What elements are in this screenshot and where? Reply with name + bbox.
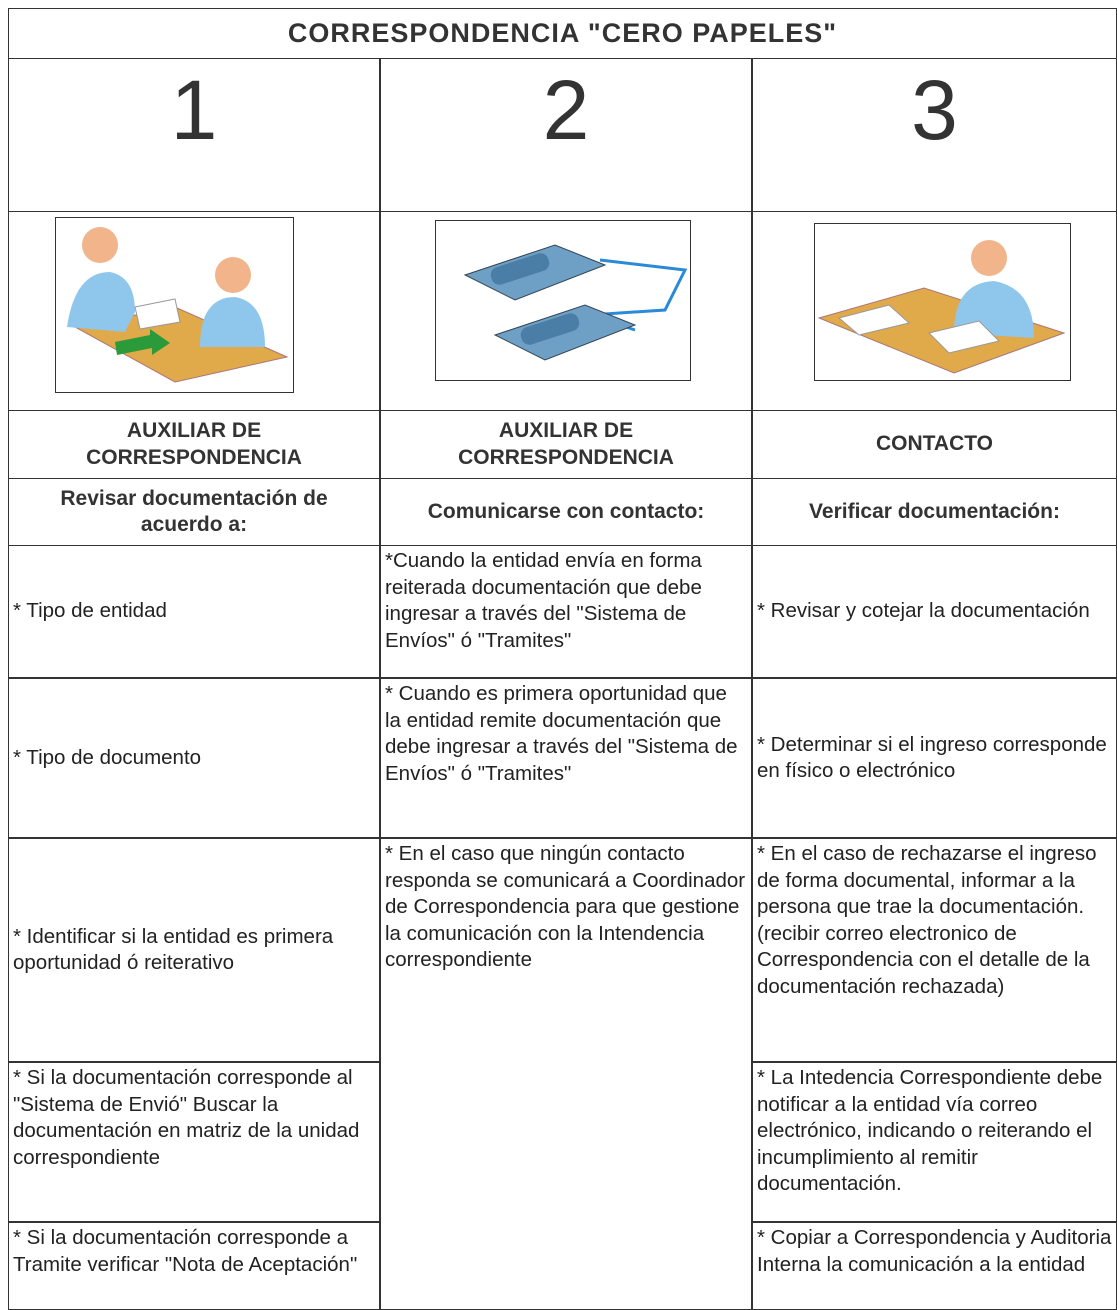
item: * Si la documentación corresponde al "Si…: [8, 1062, 380, 1222]
item: * Copiar a Correspondencia y Auditoria I…: [752, 1222, 1117, 1310]
item: * Tipo de entidad: [8, 545, 380, 678]
role: AUXILIAR DE CORRESPONDENCIA: [8, 410, 380, 479]
role: AUXILIAR DE CORRESPONDENCIA: [380, 410, 752, 479]
action: Verificar documentación:: [752, 478, 1117, 546]
role: CONTACTO: [752, 410, 1117, 479]
item: *Cuando la entidad envía en forma reiter…: [380, 545, 752, 678]
item: * Cuando es primera oportunidad que la e…: [380, 678, 752, 838]
item: * Revisar y cotejar la documentación: [752, 545, 1117, 678]
step-number: 1: [8, 58, 380, 212]
item: * La Intedencia Correspondiente debe not…: [752, 1062, 1117, 1222]
item: * En el caso que ningún contacto respond…: [380, 838, 752, 1310]
step-number: 2: [380, 58, 752, 212]
illustration-meeting: [55, 217, 294, 393]
action: Comunicarse con contacto:: [380, 478, 752, 546]
step-number: 3: [752, 58, 1117, 212]
item: * Identificar si la entidad es primera o…: [8, 838, 380, 1062]
illustration-phones: [435, 220, 691, 381]
item: * Tipo de documento: [8, 678, 380, 838]
title: CORRESPONDENCIA "CERO PAPELES": [8, 8, 1117, 59]
item: * En el caso de rechazarse el ingreso de…: [752, 838, 1117, 1062]
item: * Determinar si el ingreso corresponde e…: [752, 678, 1117, 838]
illustration-desk: [814, 223, 1071, 381]
item: * Si la documentación corresponde a Tram…: [8, 1222, 380, 1310]
action: Revisar documentación de acuerdo a:: [8, 478, 380, 546]
